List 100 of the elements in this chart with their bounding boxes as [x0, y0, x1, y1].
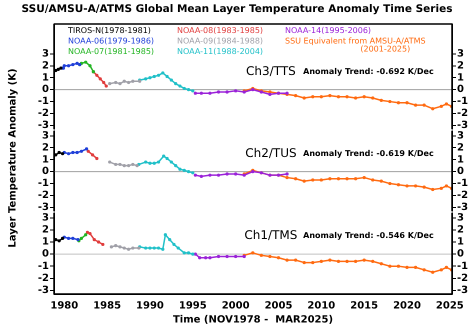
point — [126, 248, 130, 251]
annotation: Ch1/TMS — [244, 228, 298, 242]
point — [414, 266, 418, 270]
point — [388, 182, 392, 186]
point — [182, 86, 186, 90]
point — [161, 71, 164, 75]
y-tick-label: 0 — [42, 84, 50, 96]
point — [285, 176, 289, 180]
text: TIROS-N(1978-1981) — [67, 26, 151, 36]
y-tick-label: 1 — [42, 236, 50, 248]
y2-tick-label: 1 — [457, 236, 464, 248]
point — [268, 254, 272, 258]
point — [414, 184, 418, 188]
point — [431, 107, 434, 110]
point — [354, 96, 358, 100]
y2-tick-label: 2 — [457, 224, 464, 236]
point — [422, 104, 426, 107]
point — [86, 230, 90, 234]
point — [126, 80, 130, 84]
x-tick-label: 1980 — [50, 300, 78, 312]
point — [182, 168, 186, 172]
x-tick-label: 2020 — [393, 300, 421, 312]
point — [208, 256, 212, 260]
x-tick-label: 2015 — [350, 300, 378, 312]
point — [362, 258, 366, 262]
point — [71, 62, 74, 66]
point — [234, 254, 238, 258]
point — [234, 89, 238, 92]
x-tick-label: 1995 — [178, 300, 207, 312]
point — [186, 170, 190, 174]
point — [80, 236, 84, 240]
x-tick-label: 2005 — [264, 300, 292, 312]
point — [194, 174, 197, 177]
point — [152, 246, 156, 250]
point — [92, 238, 96, 242]
point — [76, 62, 79, 65]
point — [114, 162, 118, 166]
point — [122, 80, 126, 83]
point — [71, 150, 74, 154]
point — [101, 242, 104, 246]
point — [388, 264, 392, 268]
point — [260, 254, 263, 257]
point — [71, 236, 74, 240]
point — [66, 64, 70, 68]
point — [208, 174, 212, 177]
point — [440, 268, 443, 272]
point — [422, 268, 426, 272]
point — [152, 74, 156, 78]
y2-tick-label: -3 — [457, 202, 468, 214]
y-tick-label: 3 — [42, 212, 50, 224]
point — [194, 92, 197, 95]
point — [58, 150, 61, 154]
point — [148, 76, 152, 80]
point — [388, 100, 392, 104]
x-tick-label: 2000 — [222, 300, 250, 312]
point — [336, 95, 340, 98]
point — [371, 260, 374, 263]
point — [380, 98, 383, 102]
point — [276, 256, 280, 260]
annotation: Ch3/TTS — [246, 64, 296, 78]
point — [345, 260, 349, 263]
y-tick-label: -3 — [38, 202, 50, 214]
text: NOAA-09(1984-1988) — [177, 36, 264, 46]
point — [216, 254, 220, 258]
y2-tick-label: -1 — [457, 178, 468, 190]
point — [354, 260, 358, 263]
point — [294, 177, 298, 180]
point — [302, 260, 306, 264]
point — [88, 64, 92, 68]
point — [396, 183, 400, 186]
point — [66, 152, 70, 156]
point — [380, 262, 383, 266]
point — [174, 164, 178, 168]
point — [122, 164, 126, 168]
y-tick-label: 1 — [42, 72, 50, 84]
point — [328, 94, 332, 98]
y2-tick-label: 3 — [457, 130, 464, 142]
y2-tick-label: -3 — [457, 120, 468, 132]
point — [444, 266, 448, 270]
y2-tick-label: 2 — [457, 142, 464, 154]
point — [320, 95, 323, 98]
point — [354, 177, 358, 180]
y2-tick-label: 0 — [457, 84, 464, 96]
point — [328, 258, 332, 262]
point — [176, 246, 180, 250]
y-tick-label: -2 — [38, 190, 50, 202]
point — [118, 82, 122, 86]
point — [345, 95, 349, 98]
point — [76, 150, 79, 154]
annotation: Anomaly Trend: -0.619 K/Dec — [303, 148, 434, 158]
point — [131, 162, 134, 166]
y2-tick-label: 1 — [457, 72, 464, 84]
point — [110, 245, 114, 248]
point — [170, 160, 173, 164]
y2-tick-label: 0 — [457, 248, 464, 260]
x-tick-label: 1990 — [136, 300, 164, 312]
y-tick-label: 0 — [42, 248, 50, 260]
point — [200, 92, 203, 95]
point — [58, 239, 61, 242]
series-label: NOAA-07(1981-1985) — [68, 47, 154, 56]
